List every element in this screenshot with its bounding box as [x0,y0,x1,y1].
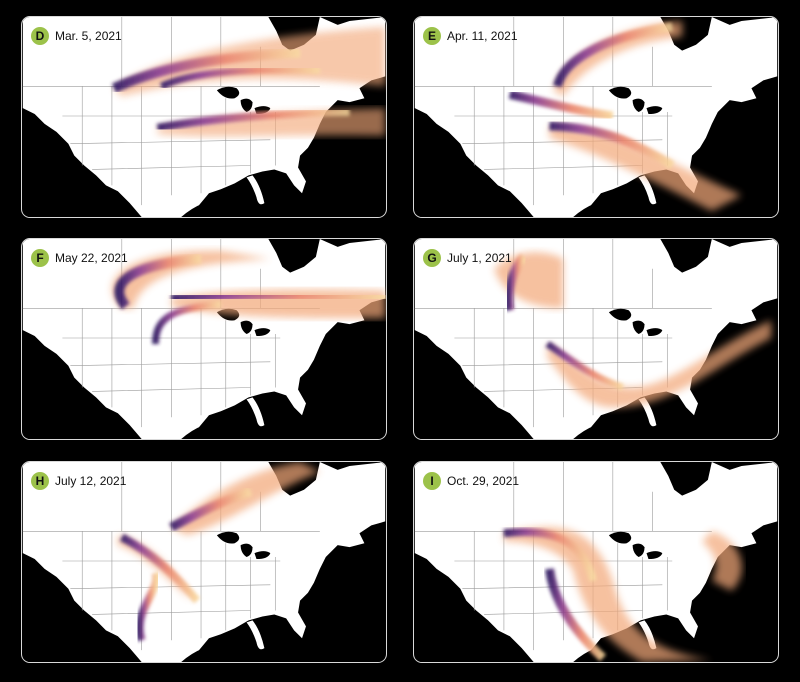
panel-date: Oct. 29, 2021 [447,474,520,488]
panel-letter: F [31,249,49,267]
smoke-map-i [414,462,778,662]
panel-label: I Oct. 29, 2021 [423,472,519,490]
panel-letter: H [31,472,49,490]
map-panel-e: E Apr. 11, 2021 [413,16,779,218]
panel-letter: E [423,27,441,45]
panel-label: G July 1, 2021 [423,249,512,267]
smoke-map-g [414,239,778,439]
panel-date: Mar. 5, 2021 [55,29,122,43]
panel-label: E Apr. 11, 2021 [423,27,518,45]
smoke-map-f [22,239,386,439]
panel-label: H July 12, 2021 [31,472,126,490]
map-panel-h: H July 12, 2021 [21,461,387,663]
panel-letter: I [423,472,441,490]
panel-letter: G [423,249,441,267]
smoke-map-e [414,17,778,217]
map-panel-g: G July 1, 2021 [413,238,779,440]
panel-date: July 1, 2021 [447,251,512,265]
map-panel-d: D Mar. 5, 2021 [21,16,387,218]
panel-date: May 22, 2021 [55,251,128,265]
map-panel-f: F May 22, 2021 [21,238,387,440]
panel-letter: D [31,27,49,45]
panel-date: Apr. 11, 2021 [447,29,518,43]
panel-label: D Mar. 5, 2021 [31,27,122,45]
smoke-map-d [22,17,386,217]
panel-date: July 12, 2021 [55,474,127,488]
map-panel-i: I Oct. 29, 2021 [413,461,779,663]
panel-label: F May 22, 2021 [31,249,128,267]
smoke-map-h [22,462,386,662]
